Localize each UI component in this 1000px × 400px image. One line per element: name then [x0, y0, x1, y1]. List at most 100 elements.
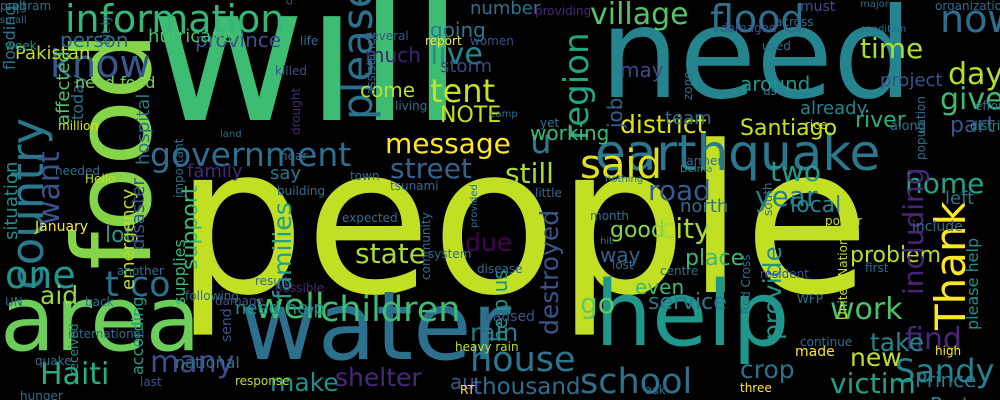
cloud-word: district [620, 110, 707, 139]
cloud-word: may [620, 58, 664, 82]
cloud-word: make [270, 368, 339, 397]
cloud-word: across [775, 15, 814, 29]
cloud-word: part [950, 113, 996, 138]
cloud-word: population [914, 96, 928, 160]
cloud-word: said [580, 142, 662, 188]
cloud-word: tsunami [390, 179, 439, 193]
cloud-word: river [855, 108, 906, 133]
cloud-word: say [270, 163, 302, 184]
cloud-word: Santiago [740, 116, 838, 141]
cloud-word: continue [800, 335, 853, 349]
cloud-word: t co [105, 265, 171, 305]
cloud-word: ask [645, 383, 666, 397]
cloud-word: NOTE [440, 103, 502, 128]
cloud-word: town [350, 169, 380, 183]
cloud-word: still [505, 157, 554, 190]
cloud-word: resident [760, 267, 809, 281]
cloud-word: project [880, 70, 943, 91]
cloud-word: killed [275, 64, 307, 78]
cloud-word: will [150, 0, 464, 165]
cloud-word: three [740, 381, 772, 395]
cloud-word: used [762, 39, 791, 53]
cloud-word: government [150, 135, 352, 174]
cloud-word: living [395, 99, 428, 113]
cloud-word: even [635, 275, 685, 299]
cloud-word: back [85, 295, 114, 309]
cloud-word: little [535, 186, 562, 200]
cloud-word: life [300, 34, 319, 48]
cloud-word: going [430, 18, 486, 42]
cloud-word: au [450, 370, 475, 394]
cloud-word: power [825, 214, 863, 228]
cloud-word: flood [710, 0, 805, 41]
cloud-word: heavy rain [455, 340, 519, 354]
cloud-word: much [365, 43, 421, 67]
cloud-word: call [5, 0, 26, 13]
cloud-word: drought [289, 87, 303, 135]
cloud-word: need [600, 0, 913, 127]
cloud-word: farmer [682, 154, 723, 168]
cloud-word: assistance [364, 31, 378, 95]
cloud-word: use [763, 84, 785, 98]
cloud-word: organization [935, 0, 1000, 13]
cloud-word: local [790, 193, 842, 218]
cloud-word: quake [35, 354, 72, 368]
cloud-word: case [284, 0, 295, 5]
cloud-word: please help [963, 237, 982, 330]
cloud-word: tent [430, 72, 496, 110]
cloud-word: information [65, 0, 285, 41]
cloud-word: water [240, 272, 511, 382]
cloud-word: come [360, 78, 416, 102]
cloud-word: family [187, 161, 243, 182]
cloud-word: south [761, 182, 775, 216]
cloud-word: women [470, 34, 514, 48]
cloud-word: year [755, 180, 818, 213]
cloud-word: road [648, 174, 711, 207]
cloud-word: already [800, 98, 868, 119]
cloud-word: hunger [20, 389, 63, 400]
cloud-word: land [220, 129, 242, 140]
cloud-word: effort [975, 99, 1000, 113]
cloud-word: team [665, 108, 712, 129]
cloud-word: first [865, 261, 889, 275]
cloud-word: find [905, 322, 962, 357]
cloud-word: last [140, 375, 162, 389]
cloud-word: u [530, 122, 552, 162]
cloud-word: camp [490, 109, 518, 120]
cloud-word: crop [740, 355, 795, 384]
cloud-word: rice [805, 118, 828, 132]
cloud-word: help us [488, 269, 512, 342]
cloud-word: disease [477, 262, 523, 276]
cloud-word: rain [470, 318, 519, 347]
cloud-word: important [172, 138, 186, 198]
cloud-word: now [940, 0, 1000, 41]
cloud-word: million [58, 119, 98, 133]
cloud-word: include [912, 219, 963, 235]
cloud-word: new [850, 343, 902, 372]
cloud-word: international [68, 327, 145, 341]
cloud-word: high [935, 344, 962, 358]
cloud-word: day [948, 57, 1000, 92]
cloud-word: must [800, 0, 836, 15]
cloud-word: month [590, 209, 629, 223]
cloud-word: providing [535, 4, 592, 18]
cloud-word: state [355, 237, 426, 270]
cloud-word: nothing [605, 174, 644, 185]
cloud-word: earthquake [595, 124, 881, 182]
cloud-word: house [470, 340, 576, 380]
cloud-word: Hello [85, 172, 116, 186]
cloud-word: result [255, 274, 289, 288]
cloud-word: people [175, 103, 870, 341]
cloud-word: another [117, 264, 164, 278]
cloud-word: program [0, 0, 52, 13]
cloud-word: condition [860, 24, 907, 35]
cloud-word: national [175, 353, 240, 372]
cloud-word: hit [600, 236, 614, 247]
cloud-word: working [530, 121, 610, 145]
cloud-word: job [603, 97, 627, 129]
cloud-word: thousand [473, 374, 581, 400]
cloud-word: province [195, 28, 282, 52]
cloud-word: building [277, 184, 326, 198]
cloud-word: WFP [797, 292, 824, 306]
